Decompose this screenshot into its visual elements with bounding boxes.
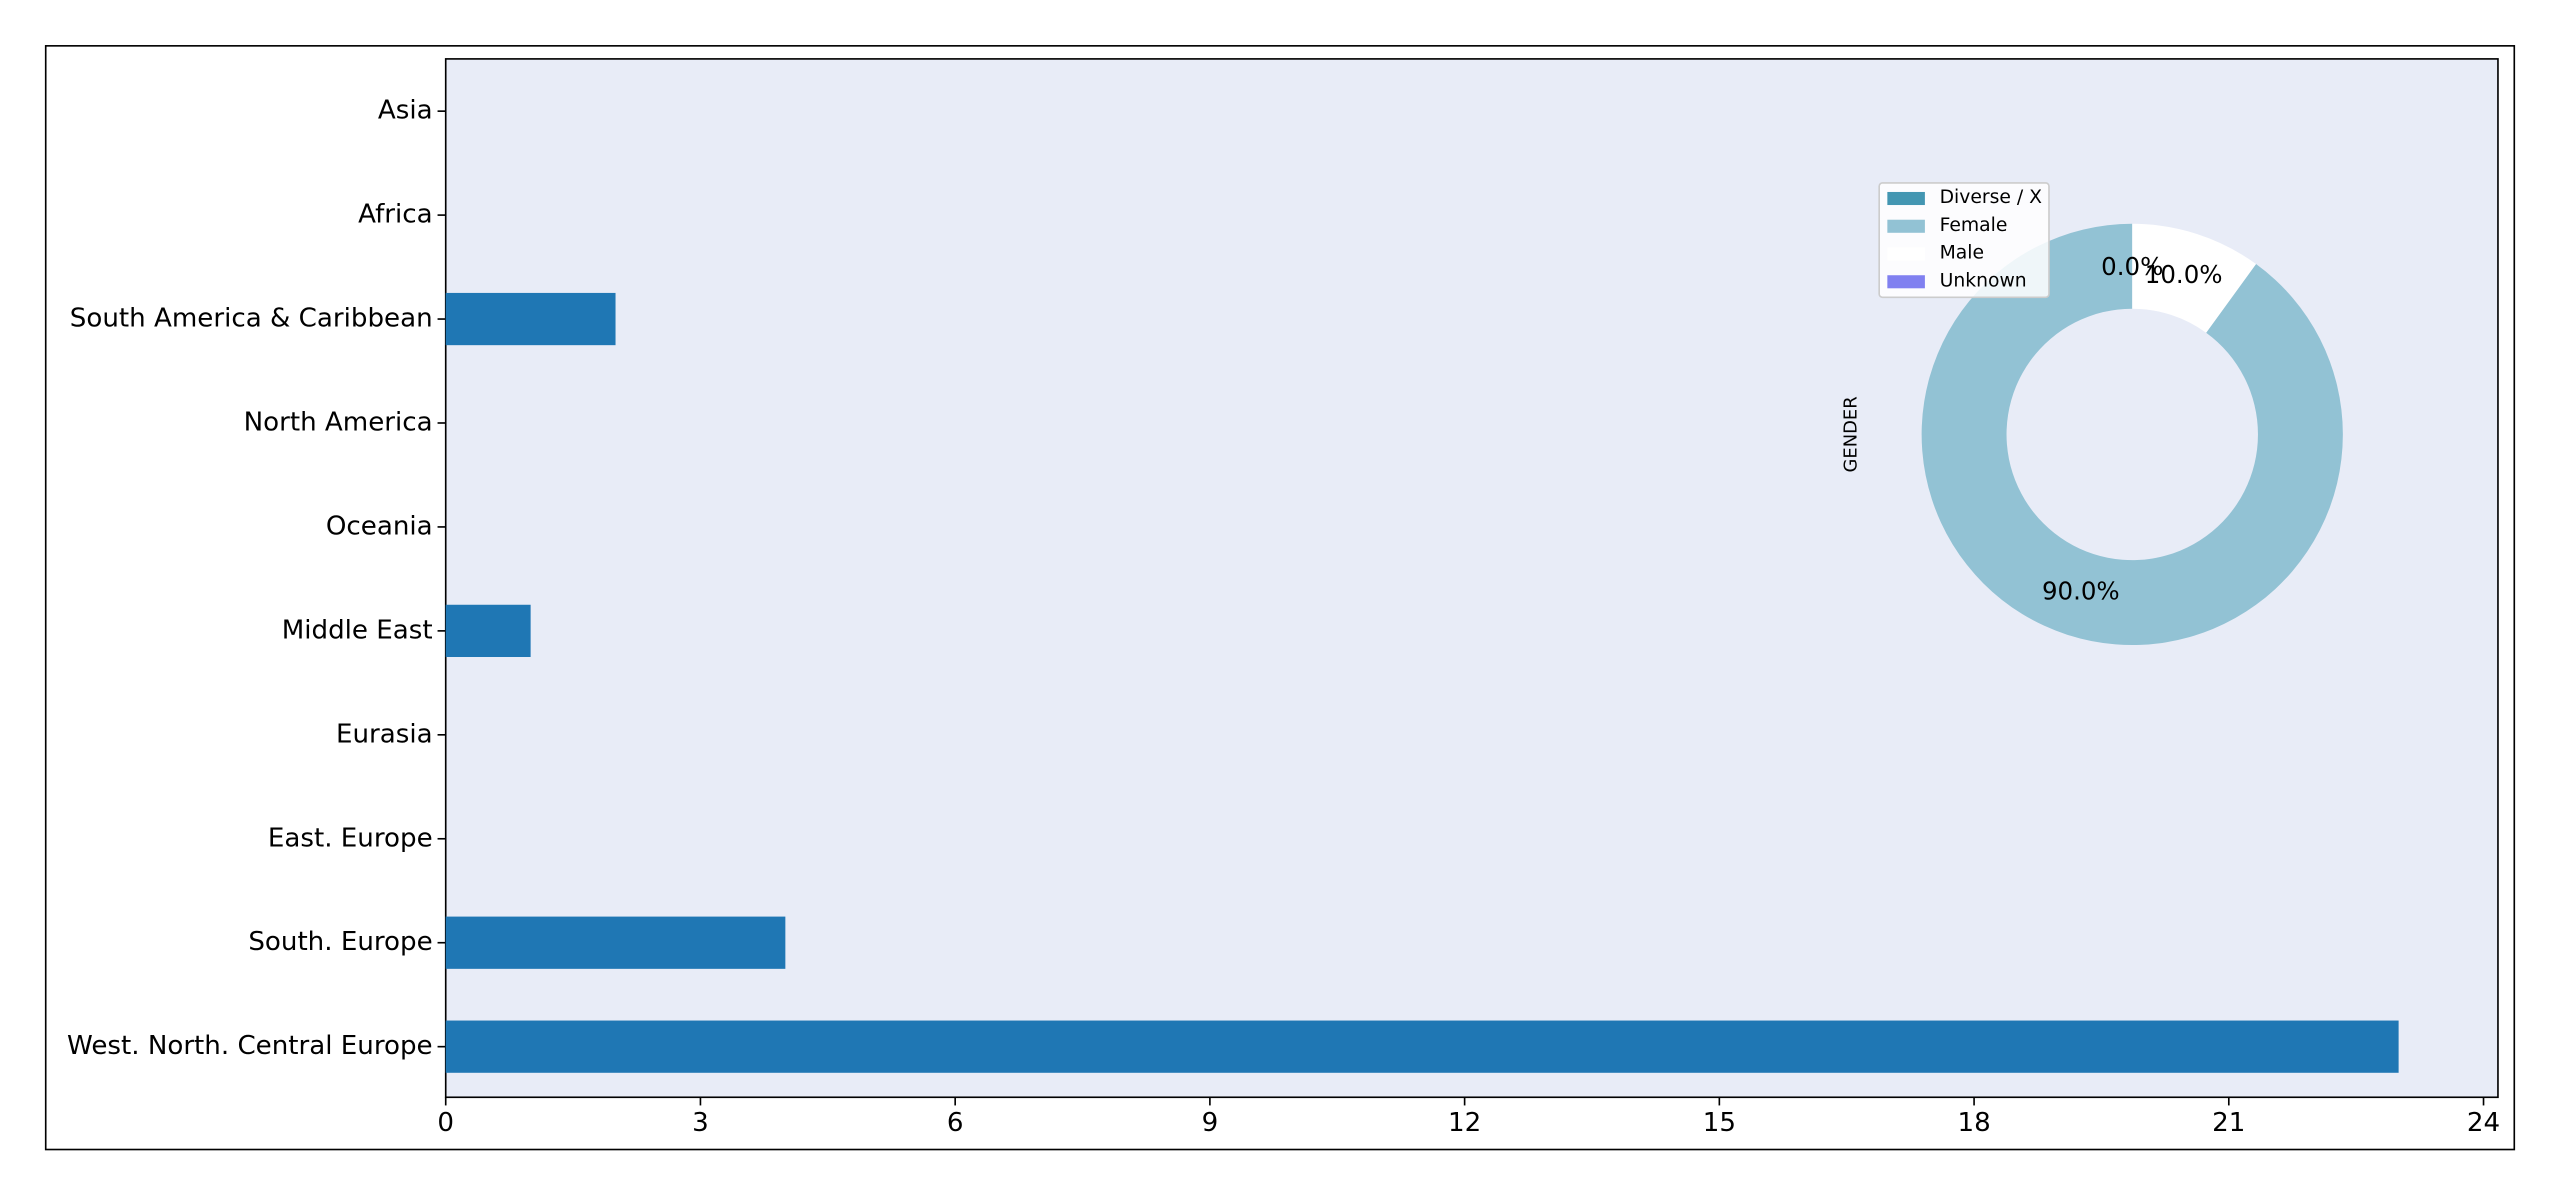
bar [445,1020,2399,1073]
x-tick-label: 12 [1448,1108,1481,1138]
x-tick-label: 6 [947,1108,964,1138]
y-tick-label: North America [244,407,433,437]
x-tick-label: 15 [1703,1108,1736,1138]
x-tick-label: 9 [1202,1108,1219,1138]
legend-swatch [1887,219,1925,233]
x-tick-label: 21 [2212,1108,2245,1138]
y-tick-label: South America & Caribbean [70,304,433,334]
bar [445,604,531,658]
y-tick-label: East. Europe [268,823,433,853]
legend-swatch [1887,191,1925,206]
y-tick-label: Africa [358,200,432,230]
x-tick-label: 3 [692,1108,709,1138]
pie-ylabel: GENDER [1840,396,1861,472]
x-tick-label: 18 [1957,1108,1990,1138]
legend-box [1878,182,2050,299]
x-tick-label: 0 [437,1108,454,1138]
y-tick-label: Asia [378,96,433,126]
y-tick-label: Oceania [326,511,433,541]
legend-label: Male [1940,243,1984,264]
bar [445,292,616,346]
y-tick-label: Eurasia [336,719,433,749]
pie-slice [1921,223,2343,646]
y-tick-label: Middle East [282,615,433,645]
legend-label: Diverse / X [1940,187,2043,208]
legend-swatch [1887,247,1925,261]
slice-label: 0.0% [2101,252,2163,281]
y-tick-label: South. Europe [248,927,432,957]
legend-label: Unknown [1940,270,2027,291]
bar [445,916,786,969]
legend-label: Female [1940,215,2008,236]
pie-slice [2132,223,2257,333]
legend-swatch [1887,275,1925,289]
y-tick-label: West. North. Central Europe [67,1031,433,1061]
x-tick-label: 24 [2467,1108,2500,1138]
slice-label: 10.0% [2145,260,2223,289]
slice-label: 90.0% [2042,577,2120,606]
